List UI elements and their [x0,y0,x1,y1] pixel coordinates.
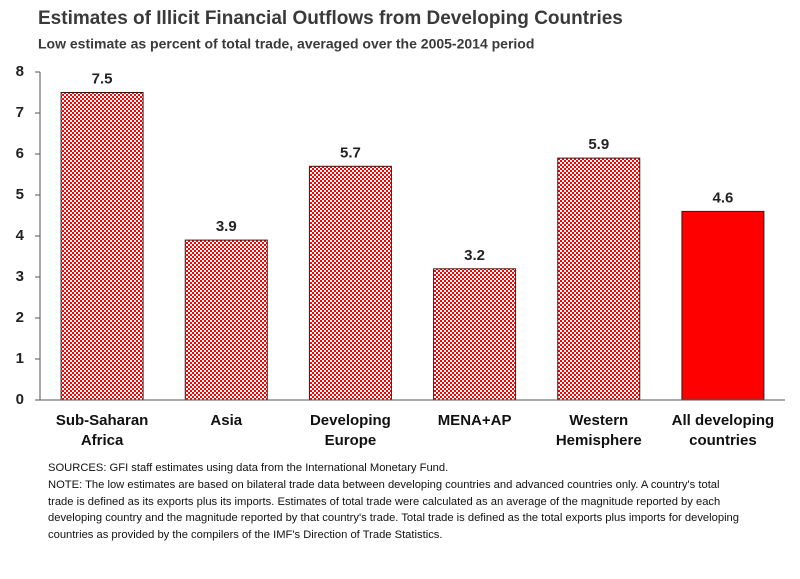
data-label: 3.2 [464,247,485,264]
y-tick-label: 3 [16,268,24,285]
data-label: 5.9 [588,136,609,153]
sources-note: SOURCES: GFI staff estimates using data … [48,462,449,474]
y-tick-label: 2 [16,309,24,326]
data-label: 7.5 [92,70,113,87]
data-label: 4.6 [712,189,733,206]
x-tick-label: Developing Europe [309,412,391,449]
y-tick-label: 4 [16,227,25,244]
bar [681,210,765,401]
data-label: 5.7 [340,144,361,161]
y-tick-label: 6 [16,145,24,162]
bar [433,268,517,401]
x-tick-label: Western Hemisphere [555,412,642,449]
x-tick-label: All developing countries [671,412,775,449]
x-tick-label: Asia [210,412,243,429]
chart-title: Estimates of Illicit Financial Outflows … [38,8,623,29]
footnote: NOTE: The low estimates are based on bil… [48,479,739,541]
bar [184,239,268,401]
bar [557,157,641,401]
x-tick-label: Sub-Saharan Africa [55,412,149,449]
y-tick-label: 0 [16,391,24,408]
chart-subtitle: Low estimate as percent of total trade, … [38,36,534,52]
y-tick-label: 7 [16,104,24,121]
y-tick-label: 5 [16,186,24,203]
bar [308,165,392,401]
y-tick-label: 1 [16,350,24,367]
y-tick-label: 8 [16,63,24,80]
bar [60,92,144,401]
data-label: 3.9 [216,218,237,235]
x-tick-label: MENA+AP [437,412,512,429]
